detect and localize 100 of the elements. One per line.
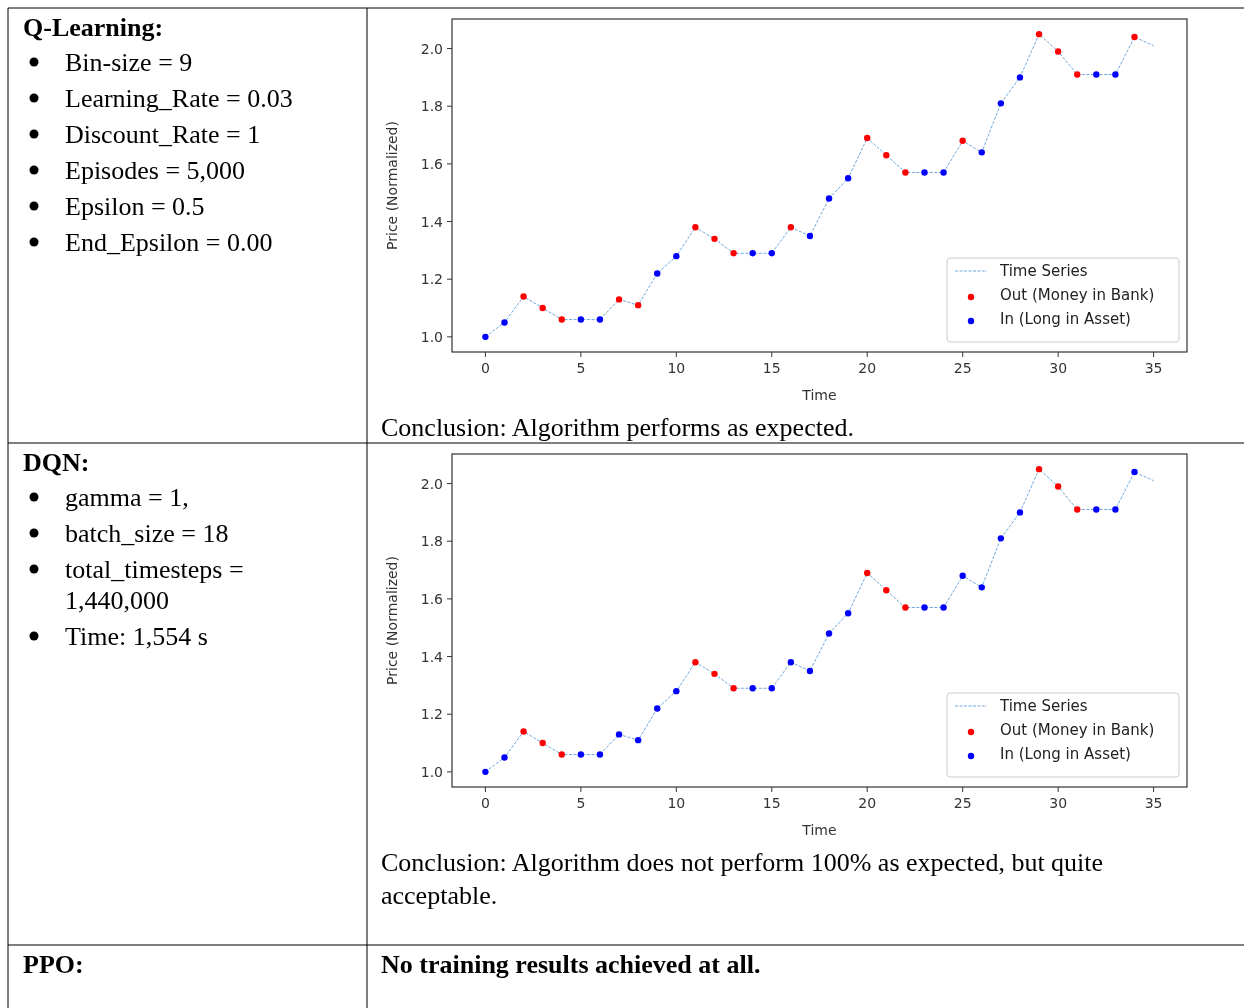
point [558,316,565,323]
point [634,736,642,744]
point [1074,71,1081,78]
text: Episodes = 5,000 [65,156,246,185]
point [520,728,527,735]
point [501,754,508,761]
legend-label: In (Long in Asset) [1000,745,1131,763]
point [1016,74,1024,81]
x-tick-label: 5 [576,360,586,376]
x-tick-label: 15 [762,795,781,811]
point [825,630,833,637]
text: Conclusion: Algorithm does not perform 100% as expected, but quite acceptable. [381,848,1104,910]
text: Learning_Rate = 0.03 [65,84,293,113]
legend-label: In (Long in Asset) [1000,310,1131,328]
point [1035,30,1043,38]
point [940,604,947,611]
text: batch_size = 18 [65,519,229,548]
point [577,751,585,758]
x-tick-label: 25 [953,360,972,376]
point [978,149,985,156]
point [806,232,814,240]
point [1035,465,1043,473]
point [749,250,756,257]
point [539,304,546,312]
point [806,667,814,675]
point [711,670,718,678]
point [482,768,489,776]
point [1074,506,1081,513]
x-tick-label: 25 [953,795,972,811]
point [844,610,852,617]
point [940,169,947,176]
text: gamma = 1, [65,483,189,512]
point [1054,48,1062,55]
legend-label: Out (Money in Bank) [1000,286,1155,304]
text: Bin-size = 9 [65,48,193,77]
point [883,152,890,159]
point [654,705,661,712]
text: End_Epsilon = 0.00 [65,228,273,257]
y-tick-label: 1.6 [420,155,444,172]
point [978,584,985,591]
point [615,296,623,303]
point [730,685,737,692]
text: Q-Learning: [23,13,164,42]
point [825,195,833,202]
x-tick-label: 10 [667,360,686,376]
point [864,569,871,577]
x-tick-label: 5 [576,795,586,811]
text: DQN: [23,448,90,477]
x-tick-label: 10 [667,795,686,811]
y-tick-label: 1.2 [420,271,443,288]
point [921,604,928,611]
point [596,316,604,323]
x-tick-label: 15 [762,360,781,376]
point [520,293,527,300]
point [787,224,795,231]
text: Time: 1,554 s [65,622,208,651]
x-tick-label: 20 [858,360,877,376]
y-tick-label: 2.0 [420,40,443,57]
y-axis-title: Price (Normalized) [384,556,400,685]
y-tick-label: 1.0 [420,328,443,345]
point [577,316,585,323]
x-tick-label: 30 [1049,360,1068,376]
point [1093,71,1100,78]
y-tick-label: 2.0 [420,475,443,492]
x-tick-label: 0 [480,795,490,811]
legend-label: Out (Money in Bank) [1000,721,1155,739]
y-tick-label: 1.8 [420,98,443,115]
point [596,751,604,758]
y-tick-label: 1.6 [420,590,444,607]
point [692,224,699,231]
x-tick-label: 35 [1144,360,1163,376]
text: Epsilon = 0.5 [65,192,205,221]
point [787,659,795,666]
point [1093,506,1100,513]
y-tick-label: 1.4 [420,213,444,230]
y-tick-label: 1.8 [420,533,443,550]
x-axis-title: Time [801,822,837,838]
point [634,301,642,309]
text: Discount_Rate = 1 [65,120,261,149]
text: PPO: [23,950,84,979]
point [902,169,909,176]
point [959,572,966,580]
point [692,659,699,666]
point [921,169,928,176]
point [997,535,1005,542]
text: No training results achieved at all. [381,950,761,979]
point [883,587,890,594]
point [539,739,546,747]
y-tick-label: 1.4 [420,648,444,665]
y-tick-label: 1.2 [420,706,443,723]
point [730,250,737,257]
point [673,252,680,260]
legend-label: Time Series [999,262,1088,280]
x-tick-label: 0 [480,360,490,376]
y-tick-label: 1.0 [420,763,443,780]
point [1131,468,1138,476]
point [1112,506,1119,513]
point [1054,483,1062,490]
x-tick-label: 30 [1049,795,1068,811]
legend-label: Time Series [999,697,1088,715]
